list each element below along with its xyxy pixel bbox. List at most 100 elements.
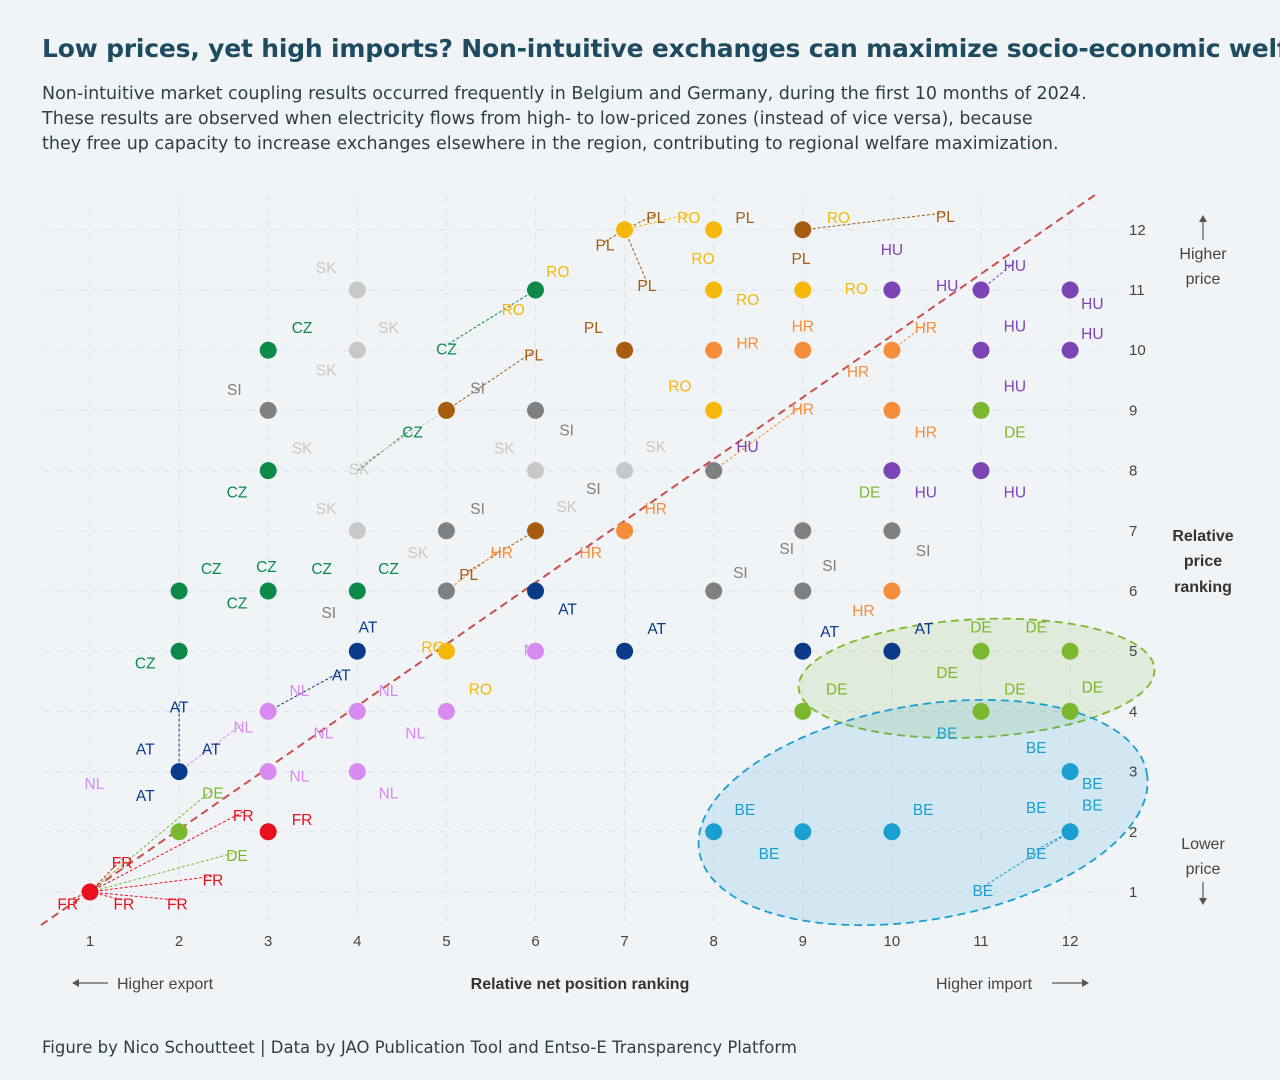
y-tick-label: 10: [1129, 342, 1146, 359]
zone-label: PL: [735, 210, 754, 227]
point-ro: [705, 221, 723, 239]
leader-line: [67, 891, 91, 901]
point-de: [170, 823, 188, 841]
leader-line: [468, 530, 536, 572]
leader-line: [267, 671, 342, 712]
zone-label: SK: [349, 462, 370, 479]
zone-label: RO: [691, 251, 714, 268]
zone-label: HR: [915, 320, 937, 337]
leader-line: [356, 427, 413, 471]
zone-label: FR: [292, 812, 313, 829]
zone-label: PL: [646, 210, 665, 227]
zone-label: SI: [470, 380, 485, 397]
zone-label: AT: [332, 668, 351, 685]
y-tick-label: 2: [1129, 824, 1137, 841]
point-cz: [259, 341, 277, 359]
leader-line: [178, 722, 244, 772]
point-sk: [348, 341, 366, 359]
zone-label: BE: [759, 846, 780, 863]
point-fr: [81, 883, 99, 901]
leader-line: [89, 851, 238, 893]
diagonal-reference-line: [40, 192, 1098, 926]
zone-label: BE: [735, 802, 756, 819]
x-right-note: Higher import: [936, 976, 1089, 993]
zone-label: CZ: [402, 424, 423, 441]
x-tick-label: 4: [353, 933, 361, 950]
zone-label: RO: [421, 639, 444, 656]
zone-label: SI: [227, 382, 242, 399]
point-hu: [1061, 281, 1079, 299]
x-tick-label: 9: [799, 933, 807, 950]
point-si: [705, 462, 723, 480]
zone-label: HR: [847, 364, 869, 381]
point-be: [705, 823, 723, 841]
x-axis-title: Relative net position ranking: [471, 976, 690, 993]
zone-label: SI: [733, 565, 748, 582]
zone-label: DE: [859, 485, 881, 502]
point-si: [437, 522, 455, 540]
zone-label: CZ: [436, 341, 457, 358]
x-tick-label: 3: [264, 933, 272, 950]
point-at: [883, 642, 901, 660]
zone-label: HR: [792, 318, 814, 335]
zone-label: SI: [916, 543, 931, 560]
zone-label: AT: [170, 699, 189, 716]
point-pl: [794, 221, 812, 239]
point-hr: [883, 582, 901, 600]
leader-line: [89, 811, 244, 893]
zone-label: PL: [524, 347, 543, 364]
zone-label: RO: [469, 681, 492, 698]
zone-label: SK: [556, 499, 577, 516]
zone-label: CZ: [378, 561, 399, 578]
zone-label: SI: [822, 558, 837, 575]
point-nl: [437, 702, 455, 720]
zone-label: FR: [203, 872, 224, 889]
zone-label: DE: [226, 848, 248, 865]
y-axis-title-line-3: ranking: [1174, 579, 1232, 596]
x-tick-label: 10: [884, 933, 901, 950]
zone-label: HU: [936, 278, 958, 295]
point-de: [972, 642, 990, 660]
point-ro: [616, 221, 634, 239]
zone-label: DE: [1004, 424, 1026, 441]
point-at: [527, 582, 544, 600]
point-cz: [259, 462, 277, 480]
point-si: [794, 522, 812, 540]
zone-label: RO: [668, 379, 691, 396]
zone-label: RO: [827, 210, 850, 227]
point-sk: [348, 522, 366, 540]
x-axis-ticks: 1 2 3 4 5 6 7 8 9 10 11 12: [86, 933, 1079, 950]
point-hr: [883, 341, 901, 359]
point-sk: [616, 462, 634, 480]
point-hr: [616, 522, 634, 540]
zone-label: CZ: [256, 559, 277, 576]
y-top-note-line-1: Higher: [1179, 246, 1227, 263]
x-tick-label: 8: [710, 933, 718, 950]
point-ro: [794, 281, 812, 299]
zone-label: AT: [915, 621, 934, 638]
point-cz: [527, 281, 544, 299]
highlight-ellipse-be: [697, 698, 1149, 927]
zone-label: HR: [852, 603, 874, 620]
zone-label: RO: [845, 281, 868, 298]
subtitle-line-3: they free up capacity to increase exchan…: [42, 134, 1059, 154]
zone-label: PL: [596, 238, 615, 255]
zone-label: AT: [820, 624, 839, 641]
zone-label: NL: [379, 683, 399, 700]
zone-label: DE: [1004, 681, 1026, 698]
point-at: [616, 642, 634, 660]
point-sk: [527, 462, 544, 480]
zone-label: SK: [494, 441, 515, 458]
chart-title: Low prices, yet high imports? Non-intuit…: [42, 34, 1280, 63]
zone-label: NL: [405, 725, 425, 742]
point-be: [1061, 763, 1079, 781]
point-pl: [437, 401, 455, 419]
zone-label: AT: [558, 601, 577, 618]
point-cz: [170, 582, 188, 600]
zone-label: SK: [316, 362, 337, 379]
zone-label: CZ: [227, 485, 248, 502]
leader-line: [982, 831, 1071, 888]
zone-label: FR: [112, 855, 133, 872]
y-axis-title-line-2: price: [1184, 553, 1222, 570]
